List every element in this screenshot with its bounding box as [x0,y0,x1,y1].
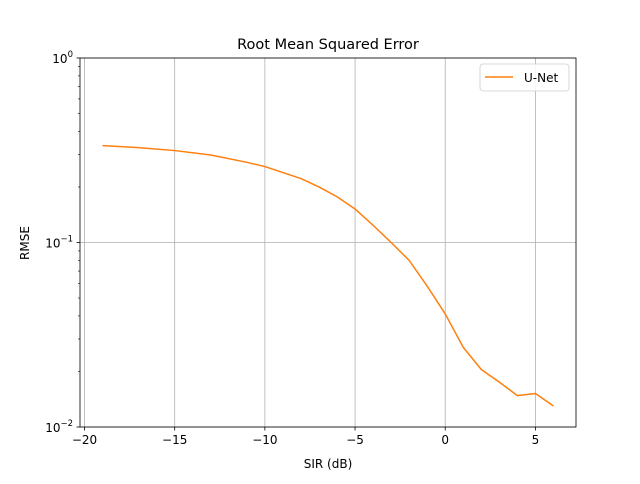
x-tick-label: −20 [72,433,97,447]
series-line-u-net [102,144,554,407]
y-tick-label: 100 [52,50,73,66]
x-tick-label: −5 [346,433,364,447]
x-tick-label: 0 [441,433,449,447]
chart-title: Root Mean Squared Error [237,37,419,53]
series-layer [102,144,554,407]
y-tick-label: 10−1 [45,235,73,251]
tick-layer: −20 −15 −10 −5 0 5 10−2 10−1 100 [45,50,539,447]
y-axis-label: RMSE [18,226,32,260]
legend-label: U-Net [524,71,558,85]
legend: U-Net [479,63,570,92]
x-axis-label: SIR (dB) [304,457,353,471]
y-tick-label: 10−2 [45,419,73,435]
x-tick-label: 5 [532,433,540,447]
legend-box [479,63,570,92]
x-tick-label: −10 [252,433,277,447]
x-tick-label: −15 [162,433,187,447]
